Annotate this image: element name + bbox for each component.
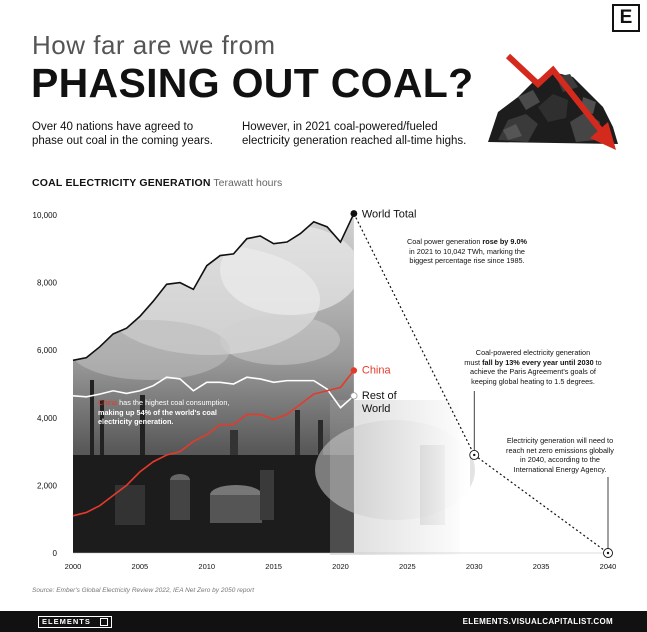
x-axis: 2000 2005 2010 2015 2020 2025 2030 2035 2040 (65, 552, 617, 571)
brand-logo: E (612, 4, 640, 32)
series-line-world-total (72, 213, 355, 362)
annotation-world-line3: biggest percentage rise since 1985. (409, 256, 525, 265)
marker-rest-of-world (350, 392, 358, 400)
y-axis: 0 2,000 4,000 6,000 8,000 10,000 (33, 211, 58, 558)
title-kicker: How far are we from (32, 30, 276, 60)
series-markers (350, 210, 613, 558)
y-tick-label: 2,000 (37, 481, 58, 490)
x-tick-label: 2010 (198, 562, 215, 571)
y-tick-label: 4,000 (37, 414, 58, 423)
x-tick-label: 2025 (399, 562, 416, 571)
annotation-china-line2: making up 54% of the world's coal (98, 407, 217, 417)
chart-unit: Terawatt hours (213, 177, 283, 189)
coal-generation-chart: 0 2,000 4,000 6,000 8,000 10,000 2000 2005 2010… (33, 200, 617, 571)
footer-brand-icon (100, 618, 108, 626)
annotation-netzero-line1: Electricity generation will need to (506, 436, 614, 445)
y-tick-label: 10,000 (33, 211, 58, 220)
series-line-china (72, 369, 355, 517)
footer-brand-label: ELEMENTS (42, 617, 91, 626)
annotation-china-red: China (98, 398, 118, 407)
annotation-netzero-line3: in 2040, according to the (520, 455, 600, 464)
label-world-total: World Total (362, 209, 417, 221)
marker-2030-dot (473, 453, 476, 457)
annotation-target-line2-bold: fall by 13% every year until 2030 (482, 357, 594, 367)
label-rest-of-world: Rest of World (362, 390, 398, 415)
annotation-net-zero: Electricity generation will need to reac… (490, 436, 630, 474)
x-tick-label: 2000 (65, 562, 82, 571)
annotation-target: Coal-powered electricity generation must… (440, 348, 626, 386)
page-title: PHASING OUT COAL? (31, 60, 474, 106)
annotation-target-line4: keeping global heating to 1.5 degrees. (471, 376, 595, 386)
label-china: China (362, 364, 392, 376)
footer-brand: ELEMENTS (38, 616, 112, 628)
series-labels: World Total China Rest of World (362, 209, 417, 415)
series-lines (72, 213, 609, 554)
footer-bar: ELEMENTS ELEMENTS.VISUALCAPITALIST.COM (0, 611, 647, 632)
x-tick-label: 2040 (600, 562, 617, 571)
marker-2040-dot (606, 551, 610, 555)
annotation-world: Coal power generation rose by 9.0% in 20… (387, 237, 547, 266)
annotation-netzero-line2: reach net zero emissions globally (506, 445, 614, 455)
x-tick-label: 2030 (466, 562, 483, 571)
series-line-rest-of-world (72, 376, 355, 409)
annotation-netzero-line4: International Energy Agency. (513, 464, 607, 474)
annotation-world-line2: in 2021 to 10,042 TWh, marking the (409, 246, 525, 256)
annotation-world-line1-bold: rose by 9.0% (482, 237, 528, 246)
annotation-target-line2-post: to (593, 357, 602, 367)
x-tick-label: 2015 (265, 562, 282, 571)
x-tick-label: 2020 (332, 562, 349, 571)
y-tick-label: 6,000 (37, 346, 58, 355)
marker-china (350, 367, 358, 374)
annotation-target-line2-pre: must (464, 357, 483, 367)
chart-title: COAL ELECTRICITY GENERATION (32, 177, 211, 189)
plot-background (70, 200, 475, 555)
annotation-target-line1: Coal-powered electricity generation (475, 348, 591, 357)
footer-url: ELEMENTS.VISUALCAPITALIST.COM (462, 617, 613, 626)
x-tick-label: 2035 (533, 562, 550, 571)
intro-left-text: Over 40 nations have agreed to phase out… (32, 121, 213, 147)
intro-right-text: However, in 2021 coal-powered/fueled ele… (242, 121, 467, 147)
x-tick-label: 2005 (132, 562, 149, 571)
annotation-china-line1: has the highest coal consumption, (117, 398, 230, 407)
annotation-world-line1-pre: Coal power generation (406, 237, 483, 246)
y-tick-label: 0 (53, 549, 58, 558)
y-tick-label: 8,000 (37, 279, 58, 288)
annotation-china: China has the highest coal consumption, … (98, 398, 268, 427)
marker-world-total (350, 210, 358, 217)
chart-header: COAL ELECTRICITY GENERATION Terawatt hou… (32, 177, 282, 189)
annotation-china-line3: electricity generation. (98, 417, 174, 426)
source-note: Source: Ember's Global Electricity Revie… (32, 587, 255, 594)
annotation-target-line3: achieve the Paris Agreement's goals of (470, 367, 596, 376)
coal-pile-illustration (488, 53, 618, 150)
